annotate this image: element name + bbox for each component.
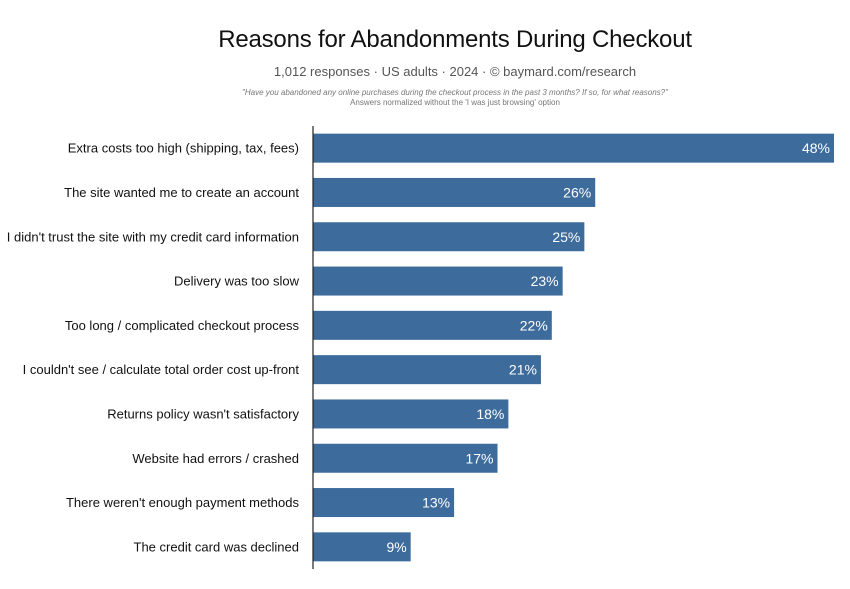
value-label: 18% bbox=[476, 406, 504, 422]
bar bbox=[313, 133, 834, 163]
bar bbox=[313, 488, 455, 518]
category-label: I didn't trust the site with my credit c… bbox=[7, 229, 299, 244]
category-label: The site wanted me to create an account bbox=[64, 185, 299, 200]
value-label: 23% bbox=[531, 273, 559, 289]
value-label: 21% bbox=[509, 362, 537, 378]
survey-note: Answers normalized without the 'I was ju… bbox=[350, 98, 560, 107]
category-label: Delivery was too slow bbox=[174, 274, 300, 289]
value-label: 22% bbox=[520, 317, 548, 333]
category-label: Extra costs too high (shipping, tax, fee… bbox=[68, 141, 299, 156]
category-label: Too long / complicated checkout process bbox=[65, 318, 300, 333]
value-label: 26% bbox=[563, 184, 591, 200]
bar bbox=[313, 177, 596, 207]
bar bbox=[313, 266, 563, 296]
value-label: 13% bbox=[422, 495, 450, 511]
bar bbox=[313, 399, 509, 429]
category-label: Returns policy wasn't satisfactory bbox=[107, 406, 299, 421]
bar bbox=[313, 310, 552, 340]
category-label: The credit card was declined bbox=[134, 539, 299, 554]
category-label: Website had errors / crashed bbox=[132, 451, 299, 466]
chart-subtitle: 1,012 responses · US adults · 2024 · © b… bbox=[273, 64, 637, 79]
value-label: 9% bbox=[386, 539, 406, 555]
category-label: I couldn't see / calculate total order c… bbox=[23, 362, 300, 377]
value-label: 17% bbox=[465, 450, 493, 466]
value-label: 48% bbox=[802, 140, 830, 156]
survey-question: "Have you abandoned any online purchases… bbox=[242, 88, 668, 97]
category-label: There weren't enough payment methods bbox=[66, 495, 300, 510]
bar bbox=[313, 355, 541, 385]
value-label: 25% bbox=[552, 229, 580, 245]
bar bbox=[313, 532, 411, 562]
bar bbox=[313, 222, 585, 252]
chart-title: Reasons for Abandonments During Checkout bbox=[218, 26, 692, 53]
bar bbox=[313, 443, 498, 473]
